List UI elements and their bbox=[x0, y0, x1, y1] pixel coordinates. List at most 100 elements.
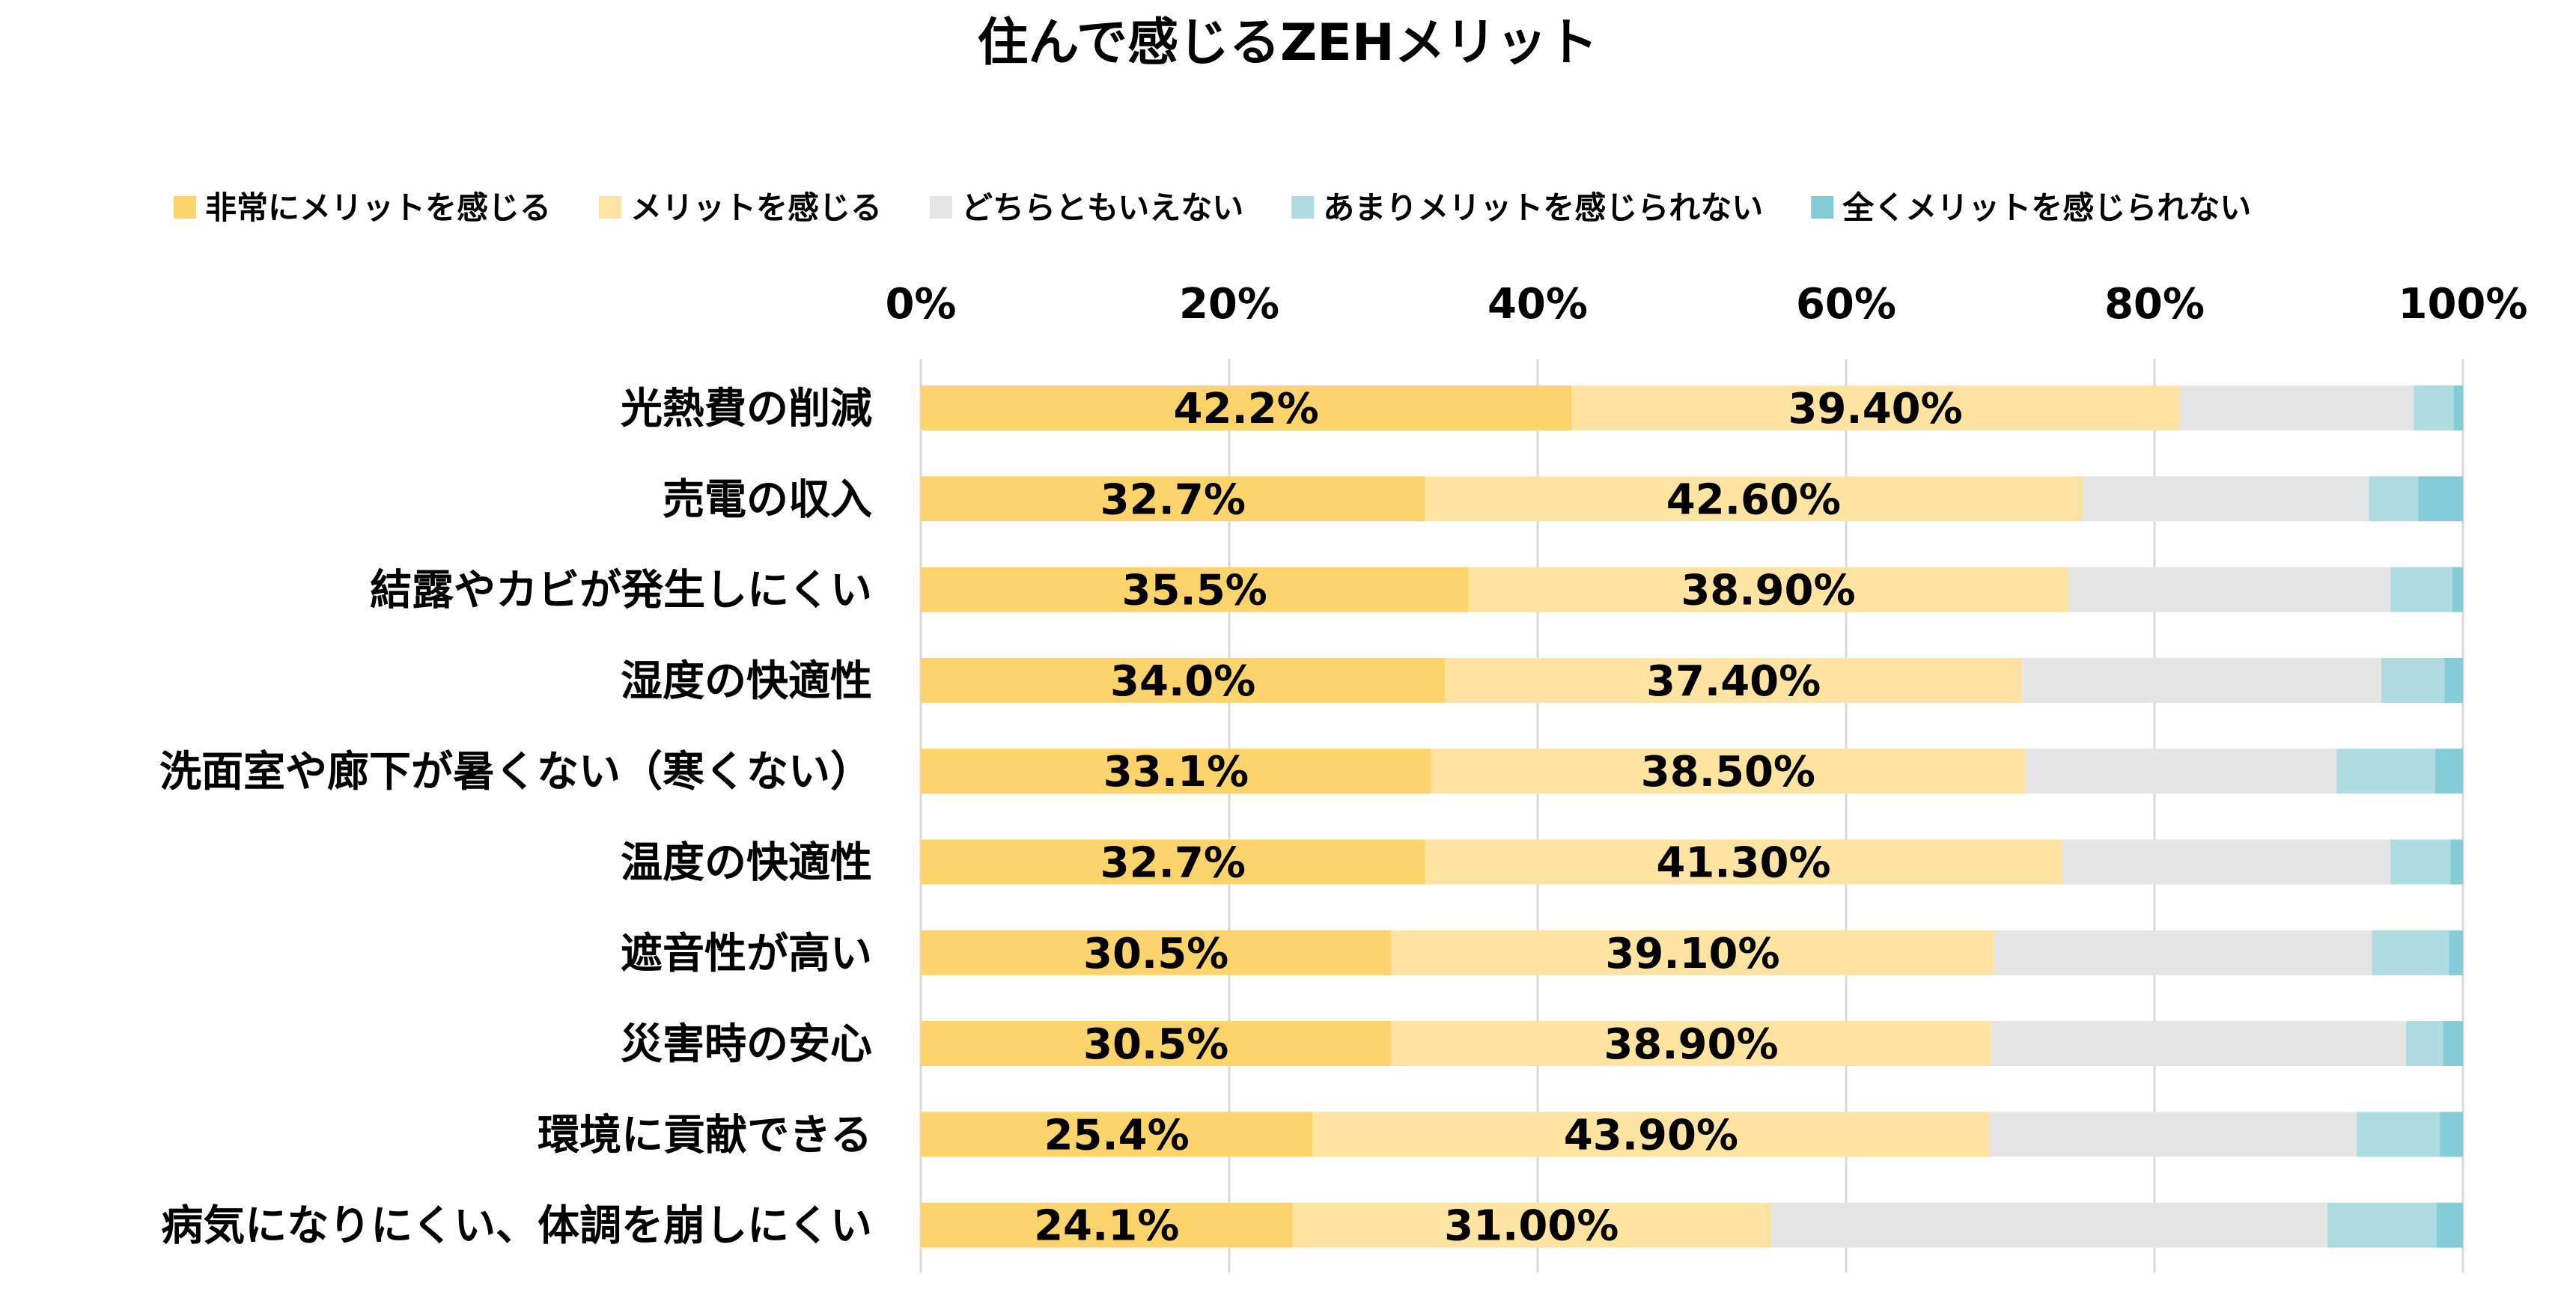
data-label: 43.90% bbox=[1564, 1111, 1738, 1160]
bar-segment bbox=[2449, 930, 2463, 975]
x-tick-label: 20% bbox=[1179, 280, 1279, 329]
category-label: 環境に貢献できる bbox=[538, 1111, 872, 1160]
bar-segment bbox=[921, 1112, 1313, 1157]
bar-segment bbox=[921, 476, 1425, 522]
bar-segment bbox=[2327, 1202, 2437, 1248]
legend-label: メリットを感じる bbox=[630, 189, 882, 226]
data-label: 39.40% bbox=[1788, 385, 1963, 433]
x-tick-label: 60% bbox=[1796, 280, 1896, 329]
bar-segment bbox=[2444, 657, 2463, 703]
bar-segment bbox=[2453, 386, 2463, 430]
bar-segment bbox=[2062, 839, 2391, 885]
bar-segment bbox=[2369, 476, 2419, 522]
bar-segment bbox=[2068, 567, 2391, 612]
x-axis-ticks: 0% 20% 40% 60% 80% 100% bbox=[885, 280, 2527, 329]
data-label: 30.5% bbox=[1083, 930, 1228, 978]
value-labels: 42.2% 39.40% 32.7% 42.60% 35.5% 38.90% 34.0% 37… bbox=[1034, 385, 1963, 1251]
bar-segment bbox=[1994, 930, 2372, 975]
data-label: 30.5% bbox=[1083, 1020, 1228, 1069]
x-tick-label: 0% bbox=[885, 280, 956, 329]
bar-segment bbox=[1989, 1112, 2357, 1157]
bar-segment bbox=[2443, 1021, 2463, 1067]
legend-label: あまりメリットを感じられない bbox=[1323, 189, 1763, 226]
category-label: 光熱費の削減 bbox=[621, 385, 872, 433]
data-label: 41.30% bbox=[1656, 839, 1830, 888]
bar-segment bbox=[921, 749, 1431, 794]
bar-segment bbox=[1425, 839, 2062, 885]
data-label: 33.1% bbox=[1103, 748, 1249, 796]
data-label: 32.7% bbox=[1100, 839, 1246, 888]
data-label: 31.00% bbox=[1444, 1202, 1619, 1251]
bar-segment bbox=[1312, 1112, 1990, 1157]
bar-segment bbox=[2356, 1112, 2440, 1157]
category-label: 洗面室や廊下が暑くない（寒くない） bbox=[159, 748, 872, 796]
bar-segment bbox=[2418, 476, 2463, 522]
data-label: 24.1% bbox=[1034, 1202, 1179, 1251]
category-label: 遮音性が高い bbox=[621, 930, 872, 978]
legend: 非常にメリットを感じる メリットを感じる どちらともいえない あまりメリットを感じられ… bbox=[174, 189, 2251, 226]
data-label: 32.7% bbox=[1100, 475, 1246, 524]
bar-segment bbox=[2405, 1021, 2443, 1067]
bar-segment bbox=[2024, 749, 2337, 794]
bar-segment bbox=[2336, 749, 2435, 794]
data-label: 42.2% bbox=[1174, 385, 1319, 433]
category-label: 湿度の快適性 bbox=[621, 657, 872, 706]
category-label: 温度の快適性 bbox=[621, 839, 872, 888]
category-label: 売電の収入 bbox=[663, 475, 872, 524]
legend-label: どちらともいえない bbox=[961, 189, 1243, 226]
bar-segment bbox=[2381, 657, 2445, 703]
x-tick-label: 40% bbox=[1488, 280, 1588, 329]
bar-segment bbox=[2435, 749, 2463, 794]
legend-label: 全くメリットを感じられない bbox=[1842, 189, 2251, 226]
bar-segment bbox=[1431, 749, 2025, 794]
chart-title: 住んで感じるZEHメリット bbox=[977, 13, 1598, 73]
data-label: 34.0% bbox=[1110, 657, 1255, 706]
bar-segment bbox=[1292, 1202, 1771, 1248]
data-label: 25.4% bbox=[1044, 1111, 1189, 1160]
bar-segment bbox=[2436, 1202, 2463, 1248]
bar-segment bbox=[921, 1021, 1392, 1067]
bar-segment bbox=[2450, 839, 2463, 885]
category-label: 災害時の安心 bbox=[621, 1020, 872, 1069]
legend-swatch bbox=[1291, 196, 1315, 219]
x-tick-label: 100% bbox=[2398, 280, 2527, 329]
bars bbox=[921, 386, 2463, 1248]
data-label: 38.90% bbox=[1681, 567, 1855, 615]
bar-segment bbox=[1391, 1021, 1991, 1067]
bar-segment bbox=[2440, 1112, 2463, 1157]
bar-segment bbox=[921, 930, 1392, 975]
bar-segment bbox=[1425, 476, 2083, 522]
legend-swatch bbox=[930, 196, 953, 219]
x-tick-label: 80% bbox=[2104, 280, 2205, 329]
legend-swatch bbox=[599, 196, 622, 219]
bar-segment bbox=[2372, 930, 2449, 975]
bar-segment bbox=[2414, 386, 2454, 430]
bar-segment bbox=[921, 657, 1446, 703]
bar-segment bbox=[921, 386, 1572, 430]
bar-segment bbox=[1770, 1202, 2327, 1248]
legend-swatch bbox=[1811, 196, 1834, 219]
data-label: 42.60% bbox=[1666, 475, 1841, 524]
data-label: 37.40% bbox=[1646, 657, 1821, 706]
category-labels: 光熱費の削減売電の収入結露やカビが発生しにくい湿度の快適性洗面室や廊下が暑くない… bbox=[159, 385, 872, 1251]
data-label: 38.50% bbox=[1641, 748, 1815, 796]
bar-segment bbox=[2082, 476, 2369, 522]
bar-segment bbox=[2021, 657, 2381, 703]
category-label: 病気になりにくい、体調を崩しにくい bbox=[161, 1202, 872, 1251]
bar-segment bbox=[921, 1202, 1293, 1248]
bar-segment bbox=[921, 839, 1425, 885]
bar-segment bbox=[2390, 567, 2452, 612]
data-label: 38.90% bbox=[1604, 1020, 1778, 1069]
category-label: 結露やカビが発生しにくい bbox=[370, 567, 872, 615]
bar-segment bbox=[1391, 930, 1994, 975]
bar-segment bbox=[1991, 1021, 2406, 1067]
bar-segment bbox=[921, 567, 1469, 612]
bar-segment bbox=[2178, 386, 2414, 430]
bar-segment bbox=[2390, 839, 2451, 885]
legend-swatch bbox=[174, 196, 196, 219]
data-label: 39.10% bbox=[1605, 930, 1779, 978]
data-label: 35.5% bbox=[1122, 567, 1267, 615]
bar-segment bbox=[1445, 657, 2022, 703]
bar-segment bbox=[1468, 567, 2068, 612]
